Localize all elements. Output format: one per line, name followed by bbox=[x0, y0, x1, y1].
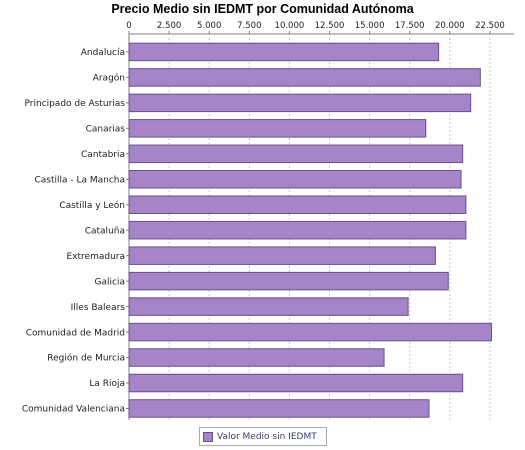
category-label: Galicia bbox=[95, 277, 125, 287]
x-tick-label: 7.500 bbox=[237, 21, 261, 31]
bar bbox=[128, 399, 430, 418]
legend-swatch bbox=[203, 431, 213, 442]
category-label: Principado de Asturias bbox=[24, 99, 125, 109]
category-label: Extremadura bbox=[67, 252, 126, 262]
bar bbox=[128, 373, 464, 393]
category-label: La Rioja bbox=[89, 379, 125, 389]
x-tick-label: 10.000 bbox=[275, 21, 305, 31]
bar bbox=[128, 42, 440, 62]
category-label: Castilla - La Mancha bbox=[34, 175, 125, 185]
category-label: Comunidad Valenciana bbox=[22, 405, 125, 415]
x-tick-label: 0 bbox=[126, 21, 131, 31]
bar bbox=[128, 348, 385, 367]
category-label: Comunidad de Madrid bbox=[26, 328, 125, 338]
category-label: Illes Balears bbox=[71, 303, 126, 313]
bar bbox=[128, 271, 449, 291]
x-tick-label: 20.000 bbox=[435, 21, 465, 31]
bar bbox=[128, 220, 467, 240]
legend-label: Valor Medio sin IEDMT bbox=[217, 431, 317, 442]
bar bbox=[128, 322, 493, 342]
x-tick-label: 2.500 bbox=[157, 21, 181, 31]
bar bbox=[128, 93, 472, 113]
category-label: Castilla y León bbox=[59, 200, 125, 211]
category-label: Aragón bbox=[93, 73, 125, 84]
x-tick-label: 22.500 bbox=[475, 21, 505, 31]
category-label: Cantabria bbox=[81, 150, 125, 160]
x-tick-label: 5.000 bbox=[197, 21, 221, 31]
bar bbox=[128, 119, 427, 138]
category-label: Cataluña bbox=[85, 226, 125, 236]
bar bbox=[128, 297, 409, 316]
category-label: Canarias bbox=[86, 125, 126, 135]
bar bbox=[128, 144, 464, 164]
category-label: Andalucía bbox=[81, 48, 125, 58]
bar bbox=[128, 246, 436, 265]
x-tick-label: 17.500 bbox=[395, 21, 425, 31]
chart-legend: Valor Medio sin IEDMT bbox=[199, 427, 327, 446]
bar bbox=[128, 195, 467, 214]
bar bbox=[128, 170, 462, 189]
chart-title: Precio Medio sin IEDMT por Comunidad Aut… bbox=[111, 2, 414, 16]
x-tick-label: 15.000 bbox=[355, 21, 385, 31]
category-label: Región de Murcia bbox=[47, 353, 125, 364]
x-tick-label: 12.500 bbox=[315, 21, 345, 31]
bar bbox=[128, 68, 481, 87]
